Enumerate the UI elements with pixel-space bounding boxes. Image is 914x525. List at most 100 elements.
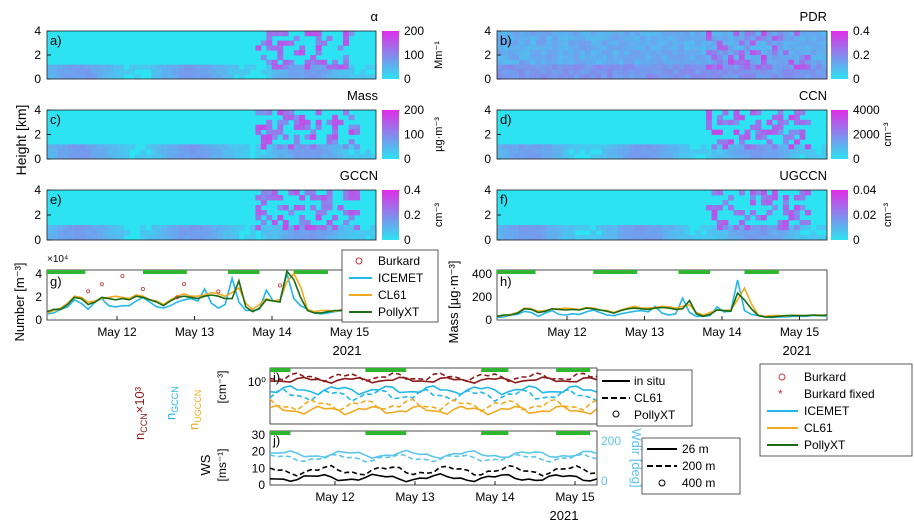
heatmap-cell [700, 144, 707, 150]
heatmap-cell [310, 144, 317, 150]
heatmap-cell [541, 225, 547, 231]
heatmap-cell [612, 225, 619, 231]
heatmap-cell [552, 69, 558, 75]
heatmap-cell [260, 154, 267, 160]
heatmap-cell [189, 154, 196, 160]
heatmap-cell [711, 144, 718, 150]
heatmap-cell [711, 55, 718, 61]
heatmap-cell [266, 110, 273, 116]
heatmap-cell [711, 210, 718, 216]
heatmap-cell [156, 144, 163, 150]
heatmap-cell [645, 225, 652, 231]
heatmap-cell [321, 59, 328, 65]
legend-g-icemet: ICEMET [378, 271, 424, 285]
heatmap-cell [85, 69, 92, 75]
heatmap-cell [574, 64, 580, 70]
i-series [269, 388, 598, 403]
heatmap-cell [497, 144, 503, 150]
heatmap-cell [772, 59, 778, 65]
heatmap-cell [651, 50, 657, 56]
heatmap-cell [700, 69, 707, 75]
heatmap-cell [799, 64, 806, 70]
heatmap-cell [755, 35, 762, 41]
heatmap-cell [700, 225, 707, 231]
heatmap-cell [513, 154, 520, 160]
heatmap-cell [783, 225, 789, 231]
heatmap-cell [733, 35, 740, 41]
heatmap-cell [717, 40, 723, 46]
heatmap-cell [288, 235, 295, 241]
heatmap-cell [85, 64, 92, 70]
heatmap-cell [271, 45, 278, 51]
heatmap-cell [805, 119, 811, 126]
legend-main-burkard: Burkard [804, 370, 846, 384]
nugccn-label: nUGCCN [186, 390, 203, 430]
heatmap-cell [711, 230, 718, 236]
heatmap-cell [304, 190, 311, 196]
heatmap-cell [68, 149, 75, 155]
j-ylabel: [ms⁻¹] [215, 449, 229, 482]
heatmap-cell [706, 55, 712, 61]
heatmap-cell [678, 235, 685, 241]
heatmap-cell [706, 45, 712, 51]
heatmap-cell [238, 74, 245, 80]
heatmap-cell [821, 149, 828, 155]
heatmap-cell [733, 144, 740, 150]
heatmap-cell [332, 124, 338, 130]
heatmap-cell [777, 124, 784, 130]
heatmap-cell [266, 69, 273, 75]
heatmap-cell [370, 154, 377, 160]
heatmap-cell [788, 50, 795, 56]
heatmap-cell [63, 235, 70, 241]
heatmap-cell [728, 149, 734, 155]
heatmap-cell [689, 64, 696, 70]
heatmap-cell [557, 64, 564, 70]
heatmap-cell [563, 225, 569, 231]
heatmap-cell [667, 144, 674, 150]
heatmap-cell [134, 74, 141, 80]
heatmap-cell [656, 149, 663, 155]
heatmap-cell [260, 225, 267, 231]
heatmap-cell [590, 35, 597, 41]
heatmap-cell [733, 129, 740, 135]
heatmap-cell [304, 220, 311, 226]
heatmap-cell [563, 235, 569, 241]
heatmap-cell [173, 74, 179, 80]
heatmap-cell [524, 225, 531, 231]
heatmap-cell [211, 69, 218, 75]
heatmap-cell [315, 64, 322, 70]
legend-main-polly: PollyXT [804, 438, 846, 452]
heatmap-cell [321, 210, 328, 216]
heatmap-cell [706, 59, 712, 65]
heatmap-cell [178, 74, 185, 80]
heatmap-cell [123, 144, 130, 150]
heatmap-ytick: 0 [484, 152, 491, 166]
heatmap-cell [497, 50, 503, 56]
heatmap-cell [293, 119, 300, 126]
heatmap-cell [651, 144, 657, 150]
heatmap-cell [700, 149, 707, 155]
heatmap-cell [766, 200, 773, 206]
heatmap-cell [277, 45, 284, 51]
heatmap-cell [370, 230, 377, 236]
legend-main-cl61: CL61 [804, 421, 833, 435]
heatmap-cell [63, 74, 70, 80]
heatmap-cell [293, 35, 300, 41]
heatmap-cell [217, 225, 223, 231]
heatmap-cell [260, 69, 267, 75]
heatmap-cell [612, 40, 619, 46]
heatmap-cell [195, 235, 201, 241]
heatmap-cell [222, 235, 229, 241]
heatmap-cell [315, 215, 322, 221]
heatmap-cell [645, 40, 652, 46]
heatmap-cell [810, 235, 817, 241]
heatmap-cell [299, 230, 306, 236]
heatmap-cell [821, 40, 828, 46]
heatmap-cell [557, 31, 564, 37]
heatmap-cell [107, 154, 114, 160]
heatmap-cell [277, 110, 284, 116]
heatmap-cell [90, 154, 97, 160]
heatmap-cell [805, 31, 811, 37]
heatmap-cell [96, 64, 103, 70]
heatmap-cell [772, 230, 778, 236]
